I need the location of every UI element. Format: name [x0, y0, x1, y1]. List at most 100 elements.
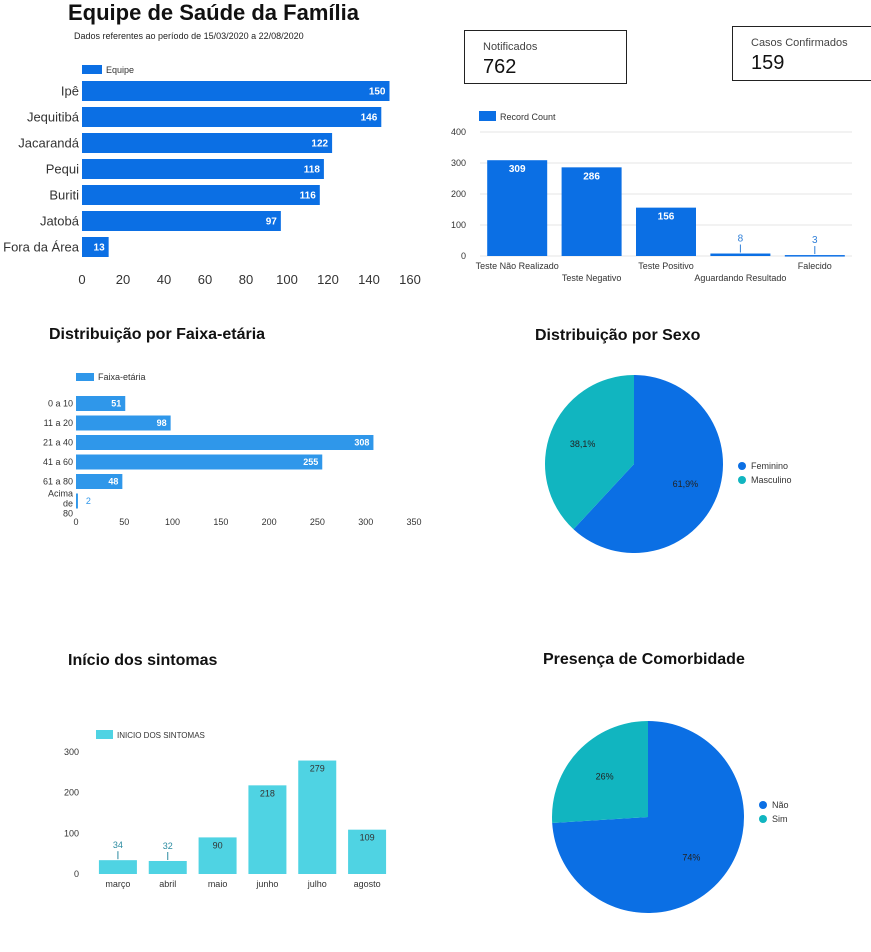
- data-label: 34: [113, 840, 123, 850]
- bar: [82, 81, 390, 101]
- category-label: 41 a 60: [43, 457, 73, 467]
- bar: [710, 253, 771, 256]
- page-title: Equipe de Saúde da Família: [68, 0, 359, 25]
- slice-label: 74%: [682, 853, 700, 863]
- x-tick-label: 40: [157, 272, 171, 287]
- resultado-bar-chart: Record Count 0 100 200 300 400 309 Teste Não Re…: [451, 111, 852, 283]
- slice-label: 26%: [596, 771, 614, 781]
- faixa-etaria-bar-chart: Faixa-etária 0 a 10 51 11 a 20 98 21 a 40 308 4…: [43, 372, 422, 527]
- page-subtitle: Dados referentes ao período de 15/03/202…: [74, 31, 304, 41]
- legend-label: Record Count: [500, 112, 556, 122]
- bar: [76, 474, 123, 489]
- x-tick-label: 100: [165, 517, 180, 527]
- section-title-sexo: Distribuição por Sexo: [535, 327, 701, 344]
- legend-label: INICIO DOS SINTOMAS: [117, 731, 205, 740]
- x-tick-label: 20: [116, 272, 130, 287]
- legend-swatch: [82, 65, 102, 74]
- x-tick-label: 250: [310, 517, 325, 527]
- category-label: Teste Positivo: [638, 261, 694, 271]
- data-label: 279: [310, 764, 325, 774]
- legend-label: Sim: [772, 814, 788, 824]
- x-tick-label: 80: [239, 272, 253, 287]
- x-tick-label: 0: [78, 272, 85, 287]
- section-title-comorbidade: Presença de Comorbidade: [543, 651, 745, 668]
- category-label: Ipê: [61, 84, 79, 99]
- x-tick-label: 50: [119, 517, 129, 527]
- bar: [82, 211, 281, 231]
- data-label: 13: [94, 243, 106, 254]
- legend-swatch: [759, 815, 767, 823]
- y-tick-label: 0: [74, 869, 79, 879]
- data-label: 98: [157, 418, 167, 428]
- bar: [198, 837, 237, 874]
- x-tick-label: 300: [358, 517, 373, 527]
- x-tick-label: 100: [276, 272, 298, 287]
- y-tick-label: 0: [461, 251, 466, 261]
- x-tick-label: 140: [358, 272, 380, 287]
- bar: [76, 454, 323, 470]
- category-label: julho: [307, 879, 327, 889]
- legend-swatch: [479, 111, 496, 121]
- y-tick-label: 300: [64, 747, 79, 757]
- data-label: 48: [108, 477, 118, 487]
- bar: [82, 237, 109, 257]
- data-label: 218: [260, 788, 275, 798]
- category-label: 11 a 20: [44, 418, 73, 428]
- x-tick-label: 120: [317, 272, 339, 287]
- data-label: 308: [354, 438, 369, 448]
- pie-slice: [552, 721, 648, 824]
- data-label: 150: [369, 87, 386, 98]
- legend-swatch: [76, 373, 94, 381]
- data-label: 8: [738, 234, 744, 245]
- data-label: 32: [163, 841, 173, 851]
- category-label: maio: [208, 879, 228, 889]
- data-label: 255: [303, 457, 318, 467]
- category-label: Jatobá: [40, 214, 80, 229]
- y-tick-label: 200: [451, 189, 466, 199]
- bar: [76, 493, 78, 509]
- legend-swatch: [738, 462, 746, 470]
- y-tick-label: 200: [64, 788, 79, 798]
- data-label: 122: [311, 139, 328, 150]
- y-tick-label: 100: [64, 828, 79, 838]
- x-tick-label: 350: [406, 517, 421, 527]
- data-label: 156: [658, 212, 675, 223]
- bar: [487, 160, 548, 256]
- category-label: Aguardando Resultado: [694, 273, 786, 283]
- sintomas-bar-chart: INICIO DOS SINTOMAS 0 100 200 300 34 março 32 ab…: [64, 730, 387, 889]
- data-label: 51: [111, 399, 121, 409]
- category-label: Teste Negativo: [562, 273, 622, 283]
- y-tick-label: 100: [451, 220, 466, 230]
- kpi-notificados-card: Notificados 762: [464, 30, 627, 84]
- category-label: 21 a 40: [43, 438, 73, 448]
- category-label: Teste Não Realizado: [476, 261, 559, 271]
- category-label: 61 a 80: [43, 477, 73, 487]
- pie-slice: [573, 375, 723, 553]
- data-label: 116: [300, 191, 317, 202]
- kpi-confirmados-card: Casos Confirmados 159: [732, 26, 871, 81]
- sexo-pie-chart: 61,9% 38,1% Feminino Masculino: [545, 375, 792, 553]
- section-title-sintomas: Início dos sintomas: [68, 652, 218, 669]
- category-label: Pequi: [46, 162, 79, 177]
- bar: [82, 185, 320, 205]
- section-title-faixa: Distribuição por Faixa-etária: [49, 326, 266, 343]
- category-label: Falecido: [798, 261, 832, 271]
- bar: [248, 785, 287, 874]
- kpi-notificados-label: Notificados: [483, 41, 538, 53]
- category-label: abril: [159, 879, 176, 889]
- bar: [76, 435, 374, 450]
- x-tick-label: 60: [198, 272, 212, 287]
- legend-label: Feminino: [751, 461, 788, 471]
- category-label: Fora da Área: [3, 240, 80, 255]
- slice-label: 38,1%: [570, 439, 596, 449]
- legend-label: Equipe: [106, 65, 134, 75]
- bar: [76, 415, 171, 431]
- x-tick-label: 160: [399, 272, 421, 287]
- bar: [82, 107, 382, 127]
- slice-label: 61,9%: [673, 479, 699, 489]
- category-label: Buriti: [49, 188, 79, 203]
- bar: [636, 207, 696, 256]
- data-label: 3: [812, 235, 818, 246]
- x-tick-label: 0: [73, 517, 78, 527]
- kpi-notificados-value: 762: [483, 56, 517, 78]
